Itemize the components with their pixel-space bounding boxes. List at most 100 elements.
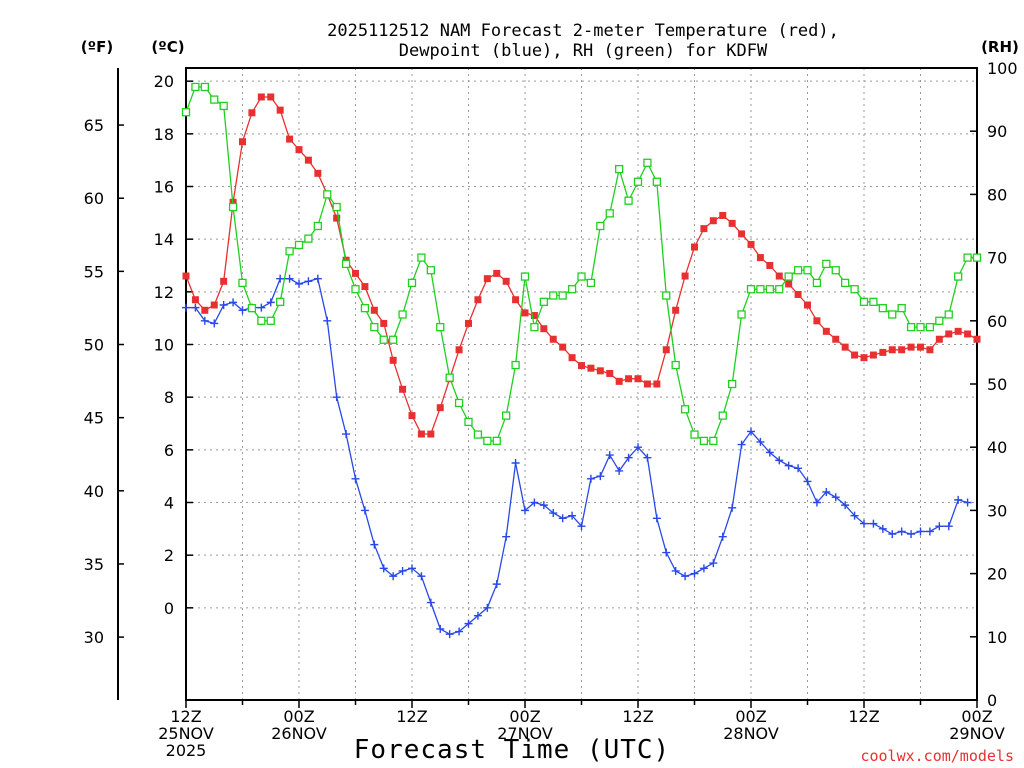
- dewpoint-point: [888, 530, 897, 539]
- relative-humidity-point: [558, 291, 567, 300]
- dewpoint-point: [615, 466, 624, 475]
- dewpoint-point: [304, 277, 313, 286]
- plot-frame: [185, 67, 978, 701]
- relative-humidity-point: [511, 360, 520, 370]
- celsius-unit-label: (ºC): [151, 38, 184, 56]
- temperature-point: [615, 377, 623, 385]
- relative-humidity-point: [407, 278, 417, 288]
- dewpoint-point: [332, 393, 341, 402]
- dewpoint-point: [408, 564, 416, 573]
- x-tick-label: 25NOV: [158, 724, 214, 743]
- relative-humidity-point: [793, 266, 803, 275]
- dewpoint-point: [747, 427, 755, 436]
- relative-humidity-point: [492, 436, 501, 446]
- rh-tick-label: 90: [987, 122, 1007, 141]
- x-tick-label: 12Z: [170, 707, 201, 726]
- dewpoint-line: [186, 277, 968, 635]
- temperature-point: [257, 93, 265, 101]
- fahrenheit-tick-label: 45: [84, 409, 104, 428]
- temperature-point: [653, 380, 661, 388]
- relative-humidity-point: [803, 266, 812, 275]
- temperature-point: [775, 272, 783, 280]
- dewpoint-point: [671, 566, 680, 575]
- dewpoint-point: [728, 503, 737, 512]
- relative-humidity-point: [925, 322, 935, 332]
- temperature-point: [248, 109, 256, 117]
- dewpoint-point: [662, 548, 671, 557]
- temperature-point: [879, 348, 887, 356]
- dewpoint-point: [426, 598, 435, 607]
- relative-humidity-point: [398, 310, 407, 319]
- x-tick-label: 28NOV: [723, 724, 779, 743]
- relative-humidity-point: [577, 272, 586, 281]
- dewpoint-point: [944, 522, 953, 531]
- dewpoint-point: [558, 514, 567, 523]
- relative-humidity-point: [737, 310, 746, 319]
- dewpoint-point: [238, 306, 247, 315]
- celsius-tick-label: 8: [164, 388, 174, 407]
- fahrenheit-tick-label: 50: [84, 336, 104, 355]
- temperature-point: [926, 346, 934, 354]
- dewpoint-point: [605, 451, 614, 460]
- relative-humidity-point: [841, 278, 850, 288]
- relative-humidity-point: [680, 405, 690, 414]
- temperature-point: [220, 277, 228, 285]
- relative-humidity-point: [605, 209, 614, 218]
- dewpoint-point: [417, 572, 426, 581]
- relative-humidity-point: [906, 322, 916, 332]
- dewpoint-point: [907, 530, 916, 539]
- data-series: [182, 83, 982, 639]
- relative-humidity-point: [520, 272, 530, 281]
- relative-humidity-point: [718, 411, 727, 420]
- relative-humidity-point: [944, 310, 953, 319]
- x-tick-label: 00Z: [509, 707, 540, 726]
- dewpoint-point: [652, 514, 661, 523]
- celsius-tick-label: 10: [154, 336, 174, 355]
- relative-humidity-point: [539, 297, 548, 306]
- relative-humidity-point: [266, 316, 275, 325]
- fahrenheit-tick-label: 35: [84, 555, 104, 574]
- temperature-point: [427, 430, 435, 438]
- temperature-point: [417, 430, 425, 438]
- temperature-point: [935, 335, 943, 343]
- dewpoint-point: [765, 448, 774, 457]
- dewpoint-point: [756, 437, 765, 446]
- temperature-point: [606, 369, 614, 377]
- dewpoint-point: [360, 506, 369, 515]
- relative-humidity-point: [445, 373, 454, 382]
- temperature-point: [738, 230, 746, 238]
- relative-humidity-point: [615, 164, 624, 174]
- fahrenheit-tick-label: 40: [84, 482, 104, 501]
- x-tick-label: 12Z: [622, 707, 653, 726]
- temperature-point: [643, 380, 651, 388]
- dewpoint-point: [709, 559, 718, 568]
- dewpoint-point: [379, 564, 388, 573]
- relative-humidity-point: [351, 285, 360, 294]
- temperature-point: [568, 354, 576, 362]
- dewpoint-point: [860, 519, 868, 528]
- relative-humidity-point: [662, 291, 671, 300]
- temperature-point: [841, 343, 849, 351]
- relative-humidity-point: [812, 278, 822, 288]
- dewpoint-point: [878, 524, 887, 533]
- relative-humidity-point: [963, 253, 972, 262]
- temperature-point: [512, 296, 520, 304]
- temperature-point: [201, 306, 209, 314]
- temperature-point: [295, 146, 303, 154]
- rh-tick-label: 0: [987, 691, 997, 710]
- relative-humidity-point: [238, 278, 247, 288]
- relative-humidity-point: [389, 335, 398, 344]
- relative-humidity-point: [370, 322, 379, 332]
- temperature-point: [917, 343, 924, 351]
- relative-humidity-point: [228, 202, 238, 212]
- temperature-point: [964, 330, 972, 338]
- dewpoint-point: [568, 511, 577, 520]
- dewpoint-point: [200, 316, 209, 325]
- x-axis-label: Forecast Time (UTC): [354, 735, 670, 765]
- temperature-point: [361, 283, 369, 291]
- celsius-tick-label: 18: [154, 125, 174, 144]
- rh-tick-label: 40: [987, 438, 1007, 457]
- dewpoint-point: [210, 319, 219, 328]
- dewpoint-point: [869, 519, 878, 528]
- dewpoint-point: [313, 274, 322, 283]
